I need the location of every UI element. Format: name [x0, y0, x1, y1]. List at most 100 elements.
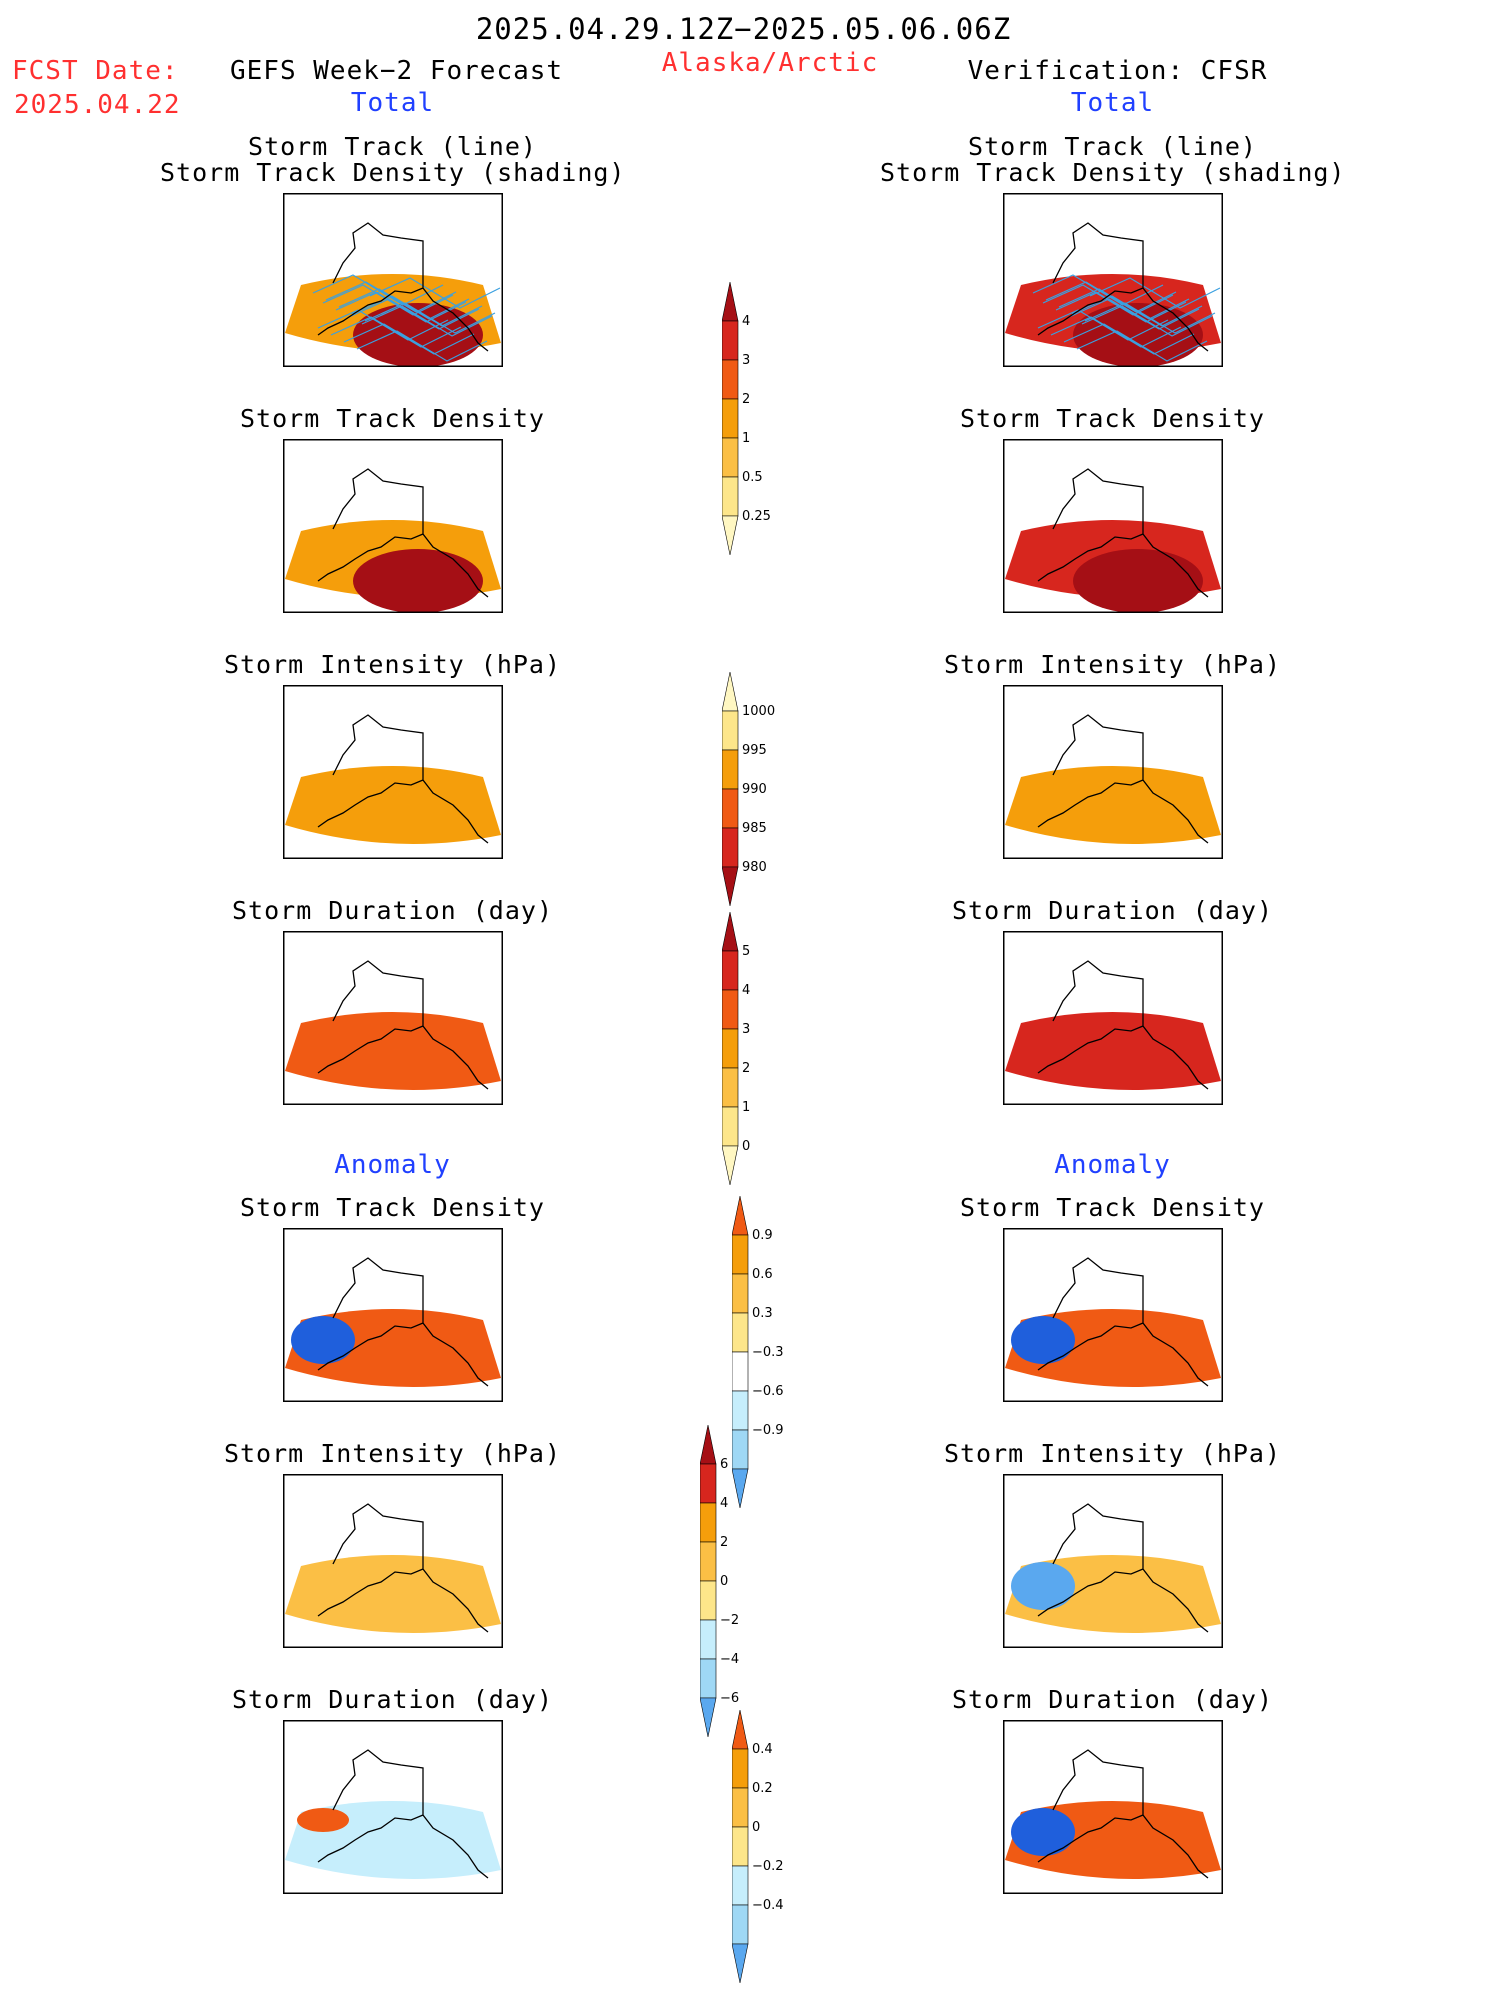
- colorbar-segment: [721, 749, 739, 790]
- colorbar-segment: [731, 1865, 749, 1906]
- title-density-right: Storm Track Density: [960, 404, 1265, 433]
- colorbar-tick-label: −0.6: [752, 1384, 784, 1399]
- negative-field: [1011, 1316, 1075, 1364]
- positive-field: [297, 1808, 349, 1832]
- map-frame: [1003, 1228, 1223, 1402]
- coastline: [317, 1257, 489, 1387]
- colorbar-segment: [699, 1658, 717, 1699]
- colorbar-arrow-bottom: [721, 1145, 739, 1186]
- colorbar-segment: [731, 1273, 749, 1314]
- map-panel: [283, 931, 503, 1105]
- map-panel: [1003, 439, 1223, 613]
- colorbar-tick-label: 3: [742, 1022, 750, 1037]
- coastline: [1037, 222, 1209, 352]
- right-anomaly-label: Anomaly: [1054, 1150, 1171, 1180]
- title-track-line-left: Storm Track (line): [248, 132, 537, 161]
- colorbar-segment: [699, 1541, 717, 1582]
- title-intensity-anom-right: Storm Intensity (hPa): [943, 1439, 1282, 1468]
- negative-field: [1011, 1808, 1075, 1856]
- title-duration-right: Storm Duration (day): [951, 896, 1274, 925]
- coastline: [317, 1749, 489, 1879]
- colorbar-tick-label: −0.3: [752, 1345, 784, 1360]
- colorbar-segment: [699, 1580, 717, 1621]
- colorbar-arrow-bottom: [721, 515, 739, 556]
- colorbar-tick-label: −0.9: [752, 1423, 784, 1438]
- colorbar-arrow-bottom: [699, 1697, 717, 1738]
- colorbar-tick-label: −2: [720, 1613, 739, 1628]
- period-title: 2025.04.29.12Z−2025.05.06.06Z: [475, 12, 1012, 46]
- colorbar-tick-label: 0.3: [752, 1306, 773, 1321]
- shaded-field: [1005, 766, 1221, 844]
- map-frame: [1003, 931, 1223, 1105]
- colorbar-tick-label: 980: [742, 860, 767, 875]
- coastline: [1037, 468, 1209, 598]
- colorbar-svg: 0.9 0.6 0.3 −0.3 −0.6 −0.9: [731, 1195, 784, 1509]
- colorbar-tick-label: 1: [742, 431, 750, 446]
- right-column-title: Verification: CFSR: [967, 56, 1268, 86]
- colorbar-arrow-top: [721, 671, 739, 712]
- core-field: [1073, 549, 1203, 613]
- colorbar-tick-label: 985: [742, 821, 767, 836]
- colorbar-tick-label: 4: [742, 983, 750, 998]
- colorbar-tick-label: 990: [742, 782, 767, 797]
- colorbar-segment: [731, 1826, 749, 1867]
- map-svg: [283, 193, 503, 367]
- storm-track-lines: [312, 274, 501, 362]
- coastline: [317, 222, 489, 352]
- shaded-field: [285, 766, 501, 844]
- coastline: [317, 960, 489, 1090]
- right-total-label: Total: [1070, 88, 1155, 118]
- colorbar-tick-label: 1000: [742, 704, 775, 719]
- colorbar-tick-label: 5: [742, 944, 750, 959]
- map-frame: [283, 1228, 503, 1402]
- colorbar-tick-label: 4: [742, 314, 750, 329]
- colorbar-tick-label: 6: [720, 1457, 728, 1472]
- map-frame: [283, 931, 503, 1105]
- region-label: Alaska/Arctic: [661, 48, 879, 78]
- map-frame: [283, 1720, 503, 1894]
- colorbar-svg: 4 3 2 1 0.5 0.25: [721, 281, 771, 556]
- map-panel: [283, 439, 503, 613]
- map-frame: [283, 193, 503, 367]
- title-density-left: Storm Track Density: [240, 404, 545, 433]
- colorbar-arrow-bottom: [721, 866, 739, 907]
- colorbar-tick-label: 3: [742, 353, 750, 368]
- title-intensity-right: Storm Intensity (hPa): [943, 650, 1282, 679]
- shaded-field: [285, 1555, 501, 1633]
- map-panel: [1003, 1720, 1223, 1894]
- map-panel: [283, 1228, 503, 1402]
- map-frame: [1003, 439, 1223, 613]
- colorbar-svg: 6 4 2 0 −2 −4 −6: [699, 1424, 739, 1738]
- negative-field: [291, 1316, 355, 1364]
- map-frame: [283, 439, 503, 613]
- colorbar-segment: [721, 788, 739, 829]
- colorbar-segment: [699, 1619, 717, 1660]
- colorbar-svg: 0.4 0.2 0 −0.2 −0.4: [731, 1709, 784, 1984]
- title-density-anom-left: Storm Track Density: [240, 1193, 545, 1222]
- colorbar-tick-label: 4: [720, 1496, 728, 1511]
- fcst-label: FCST Date:: [12, 56, 179, 86]
- map-svg: [283, 439, 503, 613]
- colorbar-tick-label: −6: [720, 1691, 739, 1706]
- map-frame: [1003, 1720, 1223, 1894]
- title-intensity-anom-left: Storm Intensity (hPa): [223, 1439, 562, 1468]
- map-svg: [283, 931, 503, 1105]
- fcst-date: 2025.04.22: [14, 90, 181, 120]
- negative-field: [1011, 1562, 1075, 1610]
- map-panel: [1003, 1474, 1223, 1648]
- core-field: [353, 549, 483, 613]
- colorbar-segment: [731, 1351, 749, 1392]
- colorbar-segment: [721, 398, 739, 439]
- colorbar-tick-label: 0.5: [742, 470, 763, 485]
- colorbar-tick-label: 0.2: [752, 1781, 773, 1796]
- colorbar-duration-total: 5 4 3 2 1 0: [721, 892, 802, 1209]
- colorbar-segment: [721, 827, 739, 868]
- map-svg: [283, 1474, 503, 1648]
- colorbar-intensity-anomaly: 6 4 2 0 −2 −4 −6: [699, 1405, 780, 1761]
- title-track-line-right: Storm Track (line): [968, 132, 1257, 161]
- map-svg: [1003, 1720, 1223, 1894]
- colorbar-arrow-top: [731, 1709, 749, 1750]
- colorbar-segment: [721, 989, 739, 1030]
- left-total-label: Total: [350, 88, 435, 118]
- colorbar-svg: 5 4 3 2 1 0: [721, 911, 750, 1186]
